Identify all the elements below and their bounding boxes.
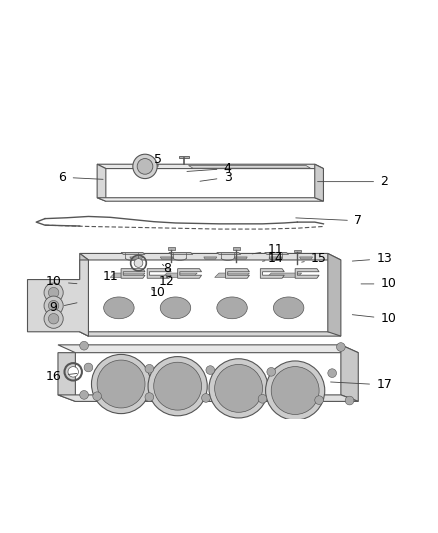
Circle shape: [345, 396, 354, 405]
Polygon shape: [58, 345, 358, 353]
Text: 8: 8: [162, 262, 171, 275]
Polygon shape: [121, 269, 145, 278]
Polygon shape: [204, 257, 217, 259]
Polygon shape: [226, 269, 250, 278]
Text: 14: 14: [262, 252, 283, 265]
Polygon shape: [147, 269, 171, 278]
Polygon shape: [130, 257, 143, 259]
Polygon shape: [80, 332, 341, 336]
Circle shape: [133, 154, 157, 179]
Circle shape: [44, 296, 63, 315]
Circle shape: [48, 301, 59, 311]
Ellipse shape: [217, 297, 247, 319]
Text: 11: 11: [252, 244, 283, 256]
Circle shape: [93, 392, 102, 400]
Circle shape: [265, 361, 325, 420]
Circle shape: [80, 341, 88, 350]
Polygon shape: [328, 254, 341, 336]
Polygon shape: [300, 257, 313, 259]
Circle shape: [92, 354, 151, 414]
Circle shape: [68, 367, 78, 377]
Polygon shape: [110, 273, 145, 277]
Text: 7: 7: [296, 214, 362, 227]
Circle shape: [48, 287, 59, 298]
Polygon shape: [168, 247, 175, 250]
Circle shape: [145, 365, 154, 373]
Circle shape: [148, 357, 207, 416]
Text: 6: 6: [58, 171, 103, 184]
Polygon shape: [160, 257, 173, 259]
Circle shape: [154, 362, 201, 410]
Text: 12: 12: [159, 275, 175, 288]
Polygon shape: [234, 257, 247, 259]
Text: 10: 10: [361, 277, 397, 290]
Text: 3: 3: [200, 171, 232, 184]
Polygon shape: [178, 269, 201, 278]
Polygon shape: [267, 273, 302, 277]
Circle shape: [209, 359, 268, 418]
Circle shape: [215, 365, 262, 413]
Text: 10: 10: [150, 286, 166, 299]
Text: 10: 10: [352, 312, 397, 325]
Ellipse shape: [273, 297, 304, 319]
Polygon shape: [97, 198, 323, 201]
Polygon shape: [80, 254, 88, 336]
Text: 16: 16: [46, 370, 77, 383]
Circle shape: [48, 313, 59, 324]
Polygon shape: [179, 156, 189, 158]
Circle shape: [44, 283, 63, 302]
Ellipse shape: [160, 297, 191, 319]
Circle shape: [134, 259, 143, 268]
Polygon shape: [28, 260, 88, 336]
Polygon shape: [58, 353, 75, 401]
Circle shape: [97, 360, 145, 408]
Polygon shape: [233, 247, 240, 250]
Text: 15: 15: [302, 252, 327, 265]
Circle shape: [328, 369, 336, 377]
Polygon shape: [295, 269, 319, 278]
Polygon shape: [97, 164, 323, 168]
Polygon shape: [215, 273, 250, 277]
Polygon shape: [341, 345, 358, 401]
Polygon shape: [169, 253, 193, 254]
Polygon shape: [260, 269, 284, 278]
Circle shape: [206, 366, 215, 375]
Text: 5: 5: [154, 154, 162, 166]
Circle shape: [258, 394, 267, 403]
Text: 17: 17: [331, 378, 392, 391]
Polygon shape: [217, 253, 241, 254]
Polygon shape: [315, 164, 323, 201]
Circle shape: [80, 391, 88, 399]
Text: 4: 4: [187, 162, 232, 175]
Circle shape: [267, 367, 276, 376]
Polygon shape: [188, 166, 311, 168]
Circle shape: [315, 396, 323, 405]
Circle shape: [44, 309, 63, 328]
Circle shape: [84, 363, 93, 372]
Circle shape: [336, 343, 345, 351]
Ellipse shape: [104, 297, 134, 319]
Polygon shape: [294, 249, 301, 252]
Circle shape: [137, 158, 153, 174]
Polygon shape: [58, 395, 358, 401]
Polygon shape: [269, 257, 282, 259]
Polygon shape: [80, 254, 341, 260]
Circle shape: [271, 367, 319, 415]
Circle shape: [201, 393, 210, 402]
Polygon shape: [162, 273, 197, 277]
Polygon shape: [121, 253, 145, 254]
Text: 9: 9: [49, 301, 77, 314]
Text: 13: 13: [352, 252, 392, 265]
Polygon shape: [97, 164, 106, 201]
Polygon shape: [265, 253, 289, 254]
Circle shape: [145, 393, 154, 401]
Text: 10: 10: [46, 275, 77, 288]
Text: 11: 11: [102, 270, 118, 282]
Text: 2: 2: [318, 175, 389, 188]
